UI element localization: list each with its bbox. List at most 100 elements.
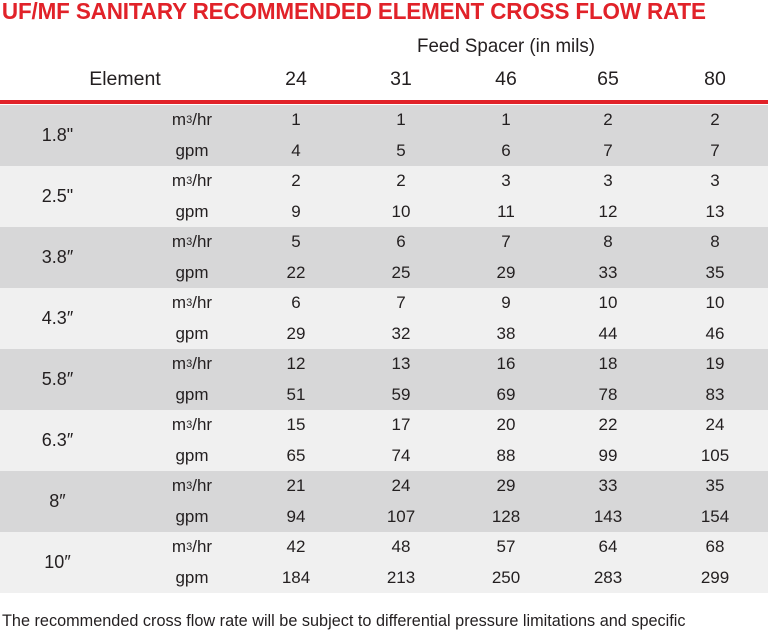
- cell-value: 105: [700, 445, 730, 465]
- element-size-label: 1.8": [41, 125, 74, 145]
- element-size-label: 4.3″: [41, 308, 74, 328]
- cell-value: 21: [286, 476, 306, 496]
- cell-value: 7: [710, 140, 720, 160]
- table-row: 5.8″ m 3/hr 12 13 16 18 19 gpm 51 59 69 78 83: [0, 349, 768, 410]
- unit-metric-suffix: /hr: [192, 110, 213, 130]
- unit-metric-base: m: [171, 354, 187, 374]
- unit-label-metric: m 3/hr: [171, 232, 213, 252]
- cell-value: 4: [291, 140, 301, 160]
- unit-metric-base: m: [171, 110, 187, 130]
- unit-label-imperial: gpm: [175, 201, 209, 221]
- unit-label-imperial: gpm: [175, 262, 209, 282]
- cell-value: 64: [598, 537, 618, 557]
- cell-value: 10: [391, 201, 411, 221]
- cell-value: 154: [700, 506, 730, 526]
- unit-metric-suffix: /hr: [192, 354, 213, 374]
- table-subrow-imperial: gpm 9 10 11 12 13: [0, 197, 768, 228]
- table-row: 4.3″ m 3/hr 6 7 9 10 10 gpm 29 32 38 44 46: [0, 288, 768, 349]
- element-size-label: 6.3″: [41, 430, 74, 450]
- element-size-label: 2.5": [41, 186, 74, 206]
- feed-spacer-group-header: Feed Spacer (in mils): [417, 35, 595, 57]
- cell-value: 51: [286, 384, 306, 404]
- cell-value: 38: [496, 323, 516, 343]
- element-size-label: 3.8″: [41, 247, 74, 267]
- unit-label-imperial: gpm: [175, 384, 209, 404]
- title-bar: UF/MF SANITARY RECOMMENDED ELEMENT CROSS…: [0, 0, 768, 28]
- cell-value: 22: [286, 262, 306, 282]
- cell-value: 143: [593, 506, 623, 526]
- cell-value: 250: [491, 567, 521, 587]
- cell-value: 18: [598, 354, 618, 374]
- cell-value: 7: [603, 140, 613, 160]
- element-size-label: 10″: [44, 552, 71, 572]
- unit-metric-suffix: /hr: [192, 171, 213, 191]
- cell-value: 1: [501, 110, 511, 130]
- cell-value: 283: [593, 567, 623, 587]
- cell-value: 33: [598, 476, 618, 496]
- cell-value: 57: [496, 537, 516, 557]
- unit-metric-base: m: [171, 415, 187, 435]
- element-size-label: 8″: [49, 491, 66, 511]
- table-subrow-imperial: gpm 184 213 250 283 299: [0, 563, 768, 594]
- cell-value: 44: [598, 323, 618, 343]
- cell-value: 19: [705, 354, 725, 374]
- cell-value: 6: [291, 293, 301, 313]
- unit-metric-base: m: [171, 171, 187, 191]
- spacer-column-header-31: 31: [390, 68, 412, 90]
- table-subrow-metric: m 3/hr 5 6 7 8 8: [0, 227, 768, 258]
- cell-value: 184: [281, 567, 311, 587]
- table-subrow-imperial: gpm 22 25 29 33 35: [0, 258, 768, 289]
- cell-value: 35: [705, 476, 725, 496]
- cell-value: 15: [286, 415, 306, 435]
- cell-value: 5: [396, 140, 406, 160]
- cell-value: 99: [598, 445, 618, 465]
- table-subrow-imperial: gpm 51 59 69 78 83: [0, 380, 768, 411]
- unit-label-metric: m 3/hr: [171, 415, 213, 435]
- table-row: 2.5" m 3/hr 2 2 3 3 3 gpm 9 10 11 12 13: [0, 166, 768, 227]
- cell-value: 33: [598, 262, 618, 282]
- element-column-header: Element: [89, 68, 161, 90]
- unit-label-metric: m 3/hr: [171, 354, 213, 374]
- cell-value: 32: [391, 323, 411, 343]
- table-row: 6.3″ m 3/hr 15 17 20 22 24 gpm 65 74 88 99 105: [0, 410, 768, 471]
- table-body: 1.8" m 3/hr 1 1 1 2 2 gpm 4 5 6 7 7 2.5" m 3/hr 2 2 3 3 3 gpm 9…: [0, 105, 768, 593]
- unit-metric-base: m: [171, 293, 187, 313]
- cell-value: 24: [391, 476, 411, 496]
- unit-label-imperial: gpm: [175, 323, 209, 343]
- unit-metric-suffix: /hr: [192, 476, 213, 496]
- table-subrow-metric: m 3/hr 12 13 16 18 19: [0, 349, 768, 380]
- cell-value: 7: [396, 293, 406, 313]
- spacer-column-header-24: 24: [285, 68, 307, 90]
- footnote-text: The recommended cross flow rate will be …: [2, 612, 686, 630]
- cell-value: 29: [286, 323, 306, 343]
- cell-value: 3: [710, 171, 720, 191]
- table-row: 10″ m 3/hr 42 48 57 64 68 gpm 184 213 250 283 299: [0, 532, 768, 593]
- cell-value: 2: [396, 171, 406, 191]
- unit-metric-suffix: /hr: [192, 537, 213, 557]
- cell-value: 69: [496, 384, 516, 404]
- unit-label-imperial: gpm: [175, 140, 209, 160]
- table-subrow-metric: m 3/hr 6 7 9 10 10: [0, 288, 768, 319]
- cell-value: 8: [603, 232, 613, 252]
- unit-metric-suffix: /hr: [192, 232, 213, 252]
- cell-value: 17: [391, 415, 411, 435]
- unit-label-imperial: gpm: [175, 506, 209, 526]
- cell-value: 78: [598, 384, 618, 404]
- header-divider-rule: [0, 100, 768, 104]
- table-header: Feed Spacer (in mils) Element 24 31 46 6…: [0, 30, 768, 105]
- cell-value: 107: [386, 506, 416, 526]
- cell-value: 29: [496, 262, 516, 282]
- cell-value: 9: [291, 201, 301, 221]
- table-row: 1.8" m 3/hr 1 1 1 2 2 gpm 4 5 6 7 7: [0, 105, 768, 166]
- unit-label-metric: m 3/hr: [171, 537, 213, 557]
- cell-value: 12: [286, 354, 306, 374]
- cell-value: 1: [291, 110, 301, 130]
- cell-value: 46: [705, 323, 725, 343]
- cell-value: 20: [496, 415, 516, 435]
- cell-value: 9: [501, 293, 511, 313]
- cell-value: 5: [291, 232, 301, 252]
- cell-value: 48: [391, 537, 411, 557]
- cell-value: 128: [491, 506, 521, 526]
- cell-value: 2: [710, 110, 720, 130]
- cell-value: 6: [501, 140, 511, 160]
